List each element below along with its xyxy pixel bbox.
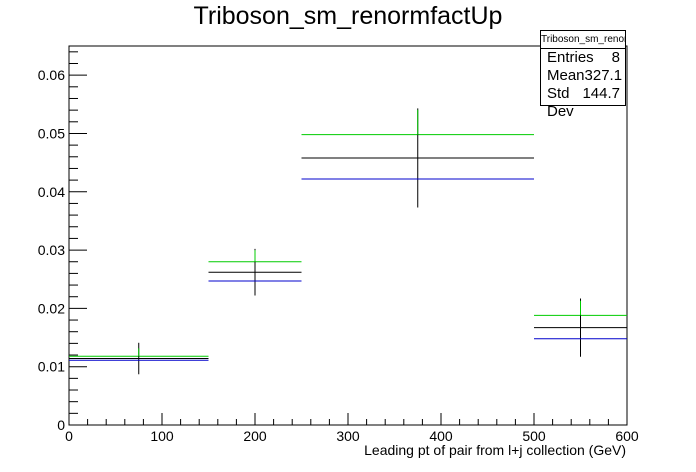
stats-value: 327.1: [584, 67, 623, 84]
x-tick-label: 500: [522, 428, 546, 444]
x-tick-label: 400: [429, 428, 453, 444]
chart-title: Triboson_sm_renormfactUp: [193, 2, 503, 30]
x-tick-label: 200: [243, 428, 267, 444]
stats-box-title: Triboson_sm_renormfactUp: [541, 31, 625, 49]
stats-box: Triboson_sm_renormfactUp Entries 8 Mean …: [540, 30, 626, 120]
stats-label: Entries: [547, 49, 594, 66]
stats-row-stddev: Std Dev 144.7: [541, 85, 625, 120]
x-tick-label: 100: [150, 428, 174, 444]
stats-label: Std Dev: [547, 85, 574, 120]
x-tick-label: 300: [336, 428, 360, 444]
stats-value: 8: [611, 49, 620, 66]
y-tick-label: 0.06: [38, 67, 65, 83]
y-tick-label: 0: [57, 417, 65, 433]
x-axis-label: Leading pt of pair from l+j collection (…: [364, 442, 626, 458]
x-tick-label: 0: [65, 428, 73, 444]
y-tick-label: 0.04: [38, 184, 65, 200]
stats-row-entries: Entries 8: [541, 49, 625, 67]
stats-row-mean: Mean 327.1: [541, 67, 625, 85]
stats-label: Mean: [547, 67, 585, 84]
y-tick-label: 0.02: [38, 300, 65, 316]
y-tick-label: 0.05: [38, 125, 65, 141]
x-tick-label: 600: [615, 428, 639, 444]
y-tick-label: 0.01: [38, 359, 65, 375]
stats-value: 144.7: [582, 85, 620, 102]
y-tick-label: 0.03: [38, 242, 65, 258]
